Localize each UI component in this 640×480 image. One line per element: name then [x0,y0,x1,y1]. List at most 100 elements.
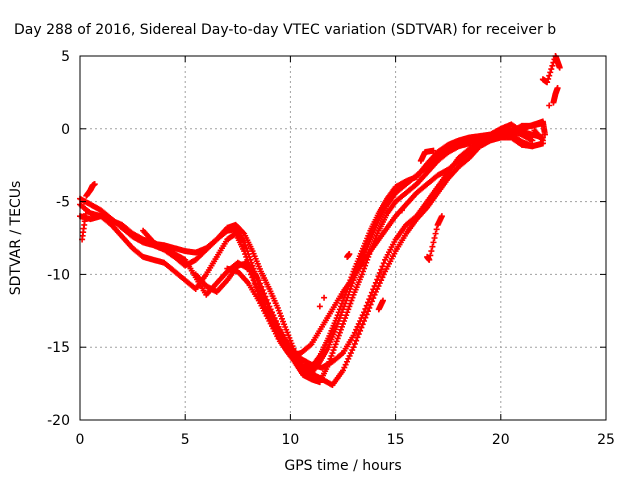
data-point [547,69,554,76]
data-point [351,340,358,347]
chart-title: Day 288 of 2016, Sidereal Day-to-day VTE… [14,22,556,38]
data-point [508,128,515,135]
data-point [541,131,548,138]
data-point [331,344,338,351]
data-point [358,324,365,331]
y-tick-label: -5 [56,195,70,211]
data-point [341,317,348,324]
data-point [433,226,440,233]
data-point [545,75,552,82]
data-point [378,266,385,273]
data-points [77,53,563,389]
y-tick-label: 5 [61,49,70,65]
data-point [346,303,353,310]
data-point [241,248,248,255]
data-point [328,352,335,359]
data-point [544,79,551,86]
data-point [261,290,268,297]
data-point [316,303,323,310]
data-point [330,347,337,354]
x-tick-label: 5 [181,432,190,448]
data-point [358,271,365,278]
y-tick-label: -20 [47,413,70,429]
y-tick-label: -10 [47,267,70,283]
y-tick-labels: -20 -15 -10 -5 0 5 [47,49,70,429]
data-point [332,341,339,348]
data-point [345,306,352,313]
data-point [359,268,366,275]
data-point [556,64,563,71]
data-point [258,283,265,290]
data-point [431,235,438,241]
data-point [361,317,368,324]
data-point [340,320,346,327]
data-point [370,295,377,302]
data-point [549,62,556,69]
data-point [333,323,340,330]
data-point [343,297,350,304]
data-point [361,265,368,272]
data-point [240,229,247,236]
data-point [83,207,90,214]
data-point [375,273,382,280]
x-tick-label: 10 [281,432,299,448]
data-point [329,350,336,357]
x-tick-labels: 0 5 10 15 20 25 [76,432,615,448]
data-point [529,137,536,144]
data-point [429,243,436,250]
data-point [380,260,387,267]
data-point [428,248,435,255]
data-point [366,304,373,311]
data-point [336,329,343,336]
data-point [343,312,350,319]
data-point [347,300,354,307]
data-point [398,207,405,214]
data-point [363,311,370,318]
data-point [357,327,364,334]
data-point [335,317,342,324]
data-point [321,294,328,301]
data-point [430,239,437,246]
data-point [337,312,344,319]
data-point [257,280,264,287]
data-point [364,308,371,315]
data-point [354,334,361,341]
data-point [376,269,383,276]
data-point [344,294,351,301]
data-point [368,298,375,305]
data-point [338,323,345,330]
data-point [554,85,561,92]
axis-ticks [79,55,607,421]
x-tick-label: 15 [387,432,405,448]
data-point [546,72,553,79]
data-point [359,321,366,328]
data-point [346,288,353,295]
x-tick-label: 25 [597,432,615,448]
data-point [426,256,433,263]
data-point [345,291,352,298]
data-point [379,297,386,304]
x-tick-label: 20 [492,432,510,448]
data-point [342,300,349,307]
data-point [340,306,346,313]
data-point [242,251,249,258]
data-point [546,102,553,109]
data-point [344,309,351,316]
data-point [367,301,374,308]
data-point [349,294,356,301]
data-point [348,297,355,304]
y-axis-label: SDTVAR / TECUs [8,181,24,296]
data-point [355,331,362,338]
data-point [432,230,439,237]
y-tick-label: 0 [61,122,70,138]
data-point [337,326,344,333]
data-point [336,315,343,322]
data-point [333,338,340,345]
data-point [263,296,270,303]
data-point [362,314,369,321]
data-point [379,263,386,270]
data-point [350,344,357,351]
data-point [430,147,437,154]
plot-frame [79,55,607,421]
